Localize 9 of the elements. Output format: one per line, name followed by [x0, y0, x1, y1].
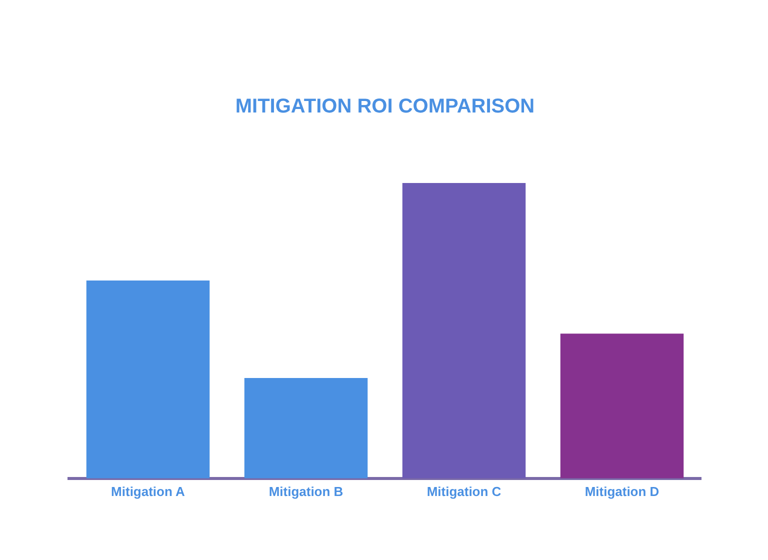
x-tick-label: Mitigation C	[426, 484, 502, 499]
bar	[560, 334, 684, 478]
bar	[244, 378, 368, 478]
x-tick-label: Mitigation A	[111, 484, 186, 499]
x-tick-label: Mitigation B	[268, 484, 344, 499]
chart-title: MITIGATION ROI COMPARISON	[235, 96, 535, 118]
bar	[402, 183, 526, 478]
bar	[86, 280, 210, 478]
x-tick-label: Mitigation D	[584, 484, 660, 499]
